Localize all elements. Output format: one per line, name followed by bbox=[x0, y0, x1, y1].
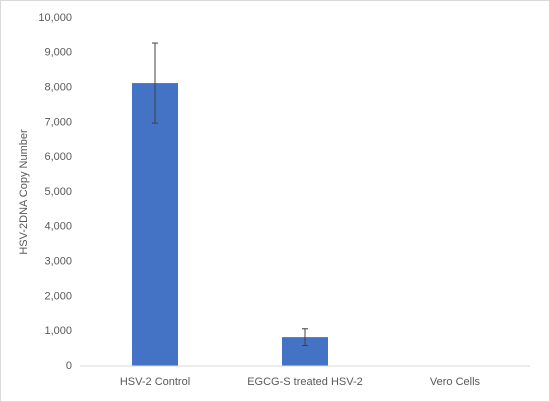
y-axis-label: HSV-2DNA Copy Number bbox=[18, 129, 30, 255]
y-tick-label: 1,000 bbox=[44, 325, 72, 337]
x-tick-label: HSV-2 Control bbox=[120, 376, 190, 388]
y-tick-label: 10,000 bbox=[38, 12, 72, 24]
y-tick-label: 5,000 bbox=[44, 186, 72, 198]
x-tick-label: Vero Cells bbox=[430, 376, 481, 388]
y-tick-label: 8,000 bbox=[44, 82, 72, 94]
y-tick-label: 6,000 bbox=[44, 151, 72, 163]
y-tick-label: 3,000 bbox=[44, 256, 72, 268]
bar bbox=[132, 83, 178, 367]
error-bar bbox=[302, 328, 308, 346]
y-tick-label: 0 bbox=[66, 360, 72, 372]
y-tick-label: 2,000 bbox=[44, 290, 72, 302]
y-tick-label: 7,000 bbox=[44, 116, 72, 128]
y-tick-label: 9,000 bbox=[44, 47, 72, 59]
x-tick-label: EGCG-S treated HSV-2 bbox=[247, 376, 363, 388]
error-bar bbox=[152, 42, 158, 124]
y-tick-label: 4,000 bbox=[44, 221, 72, 233]
